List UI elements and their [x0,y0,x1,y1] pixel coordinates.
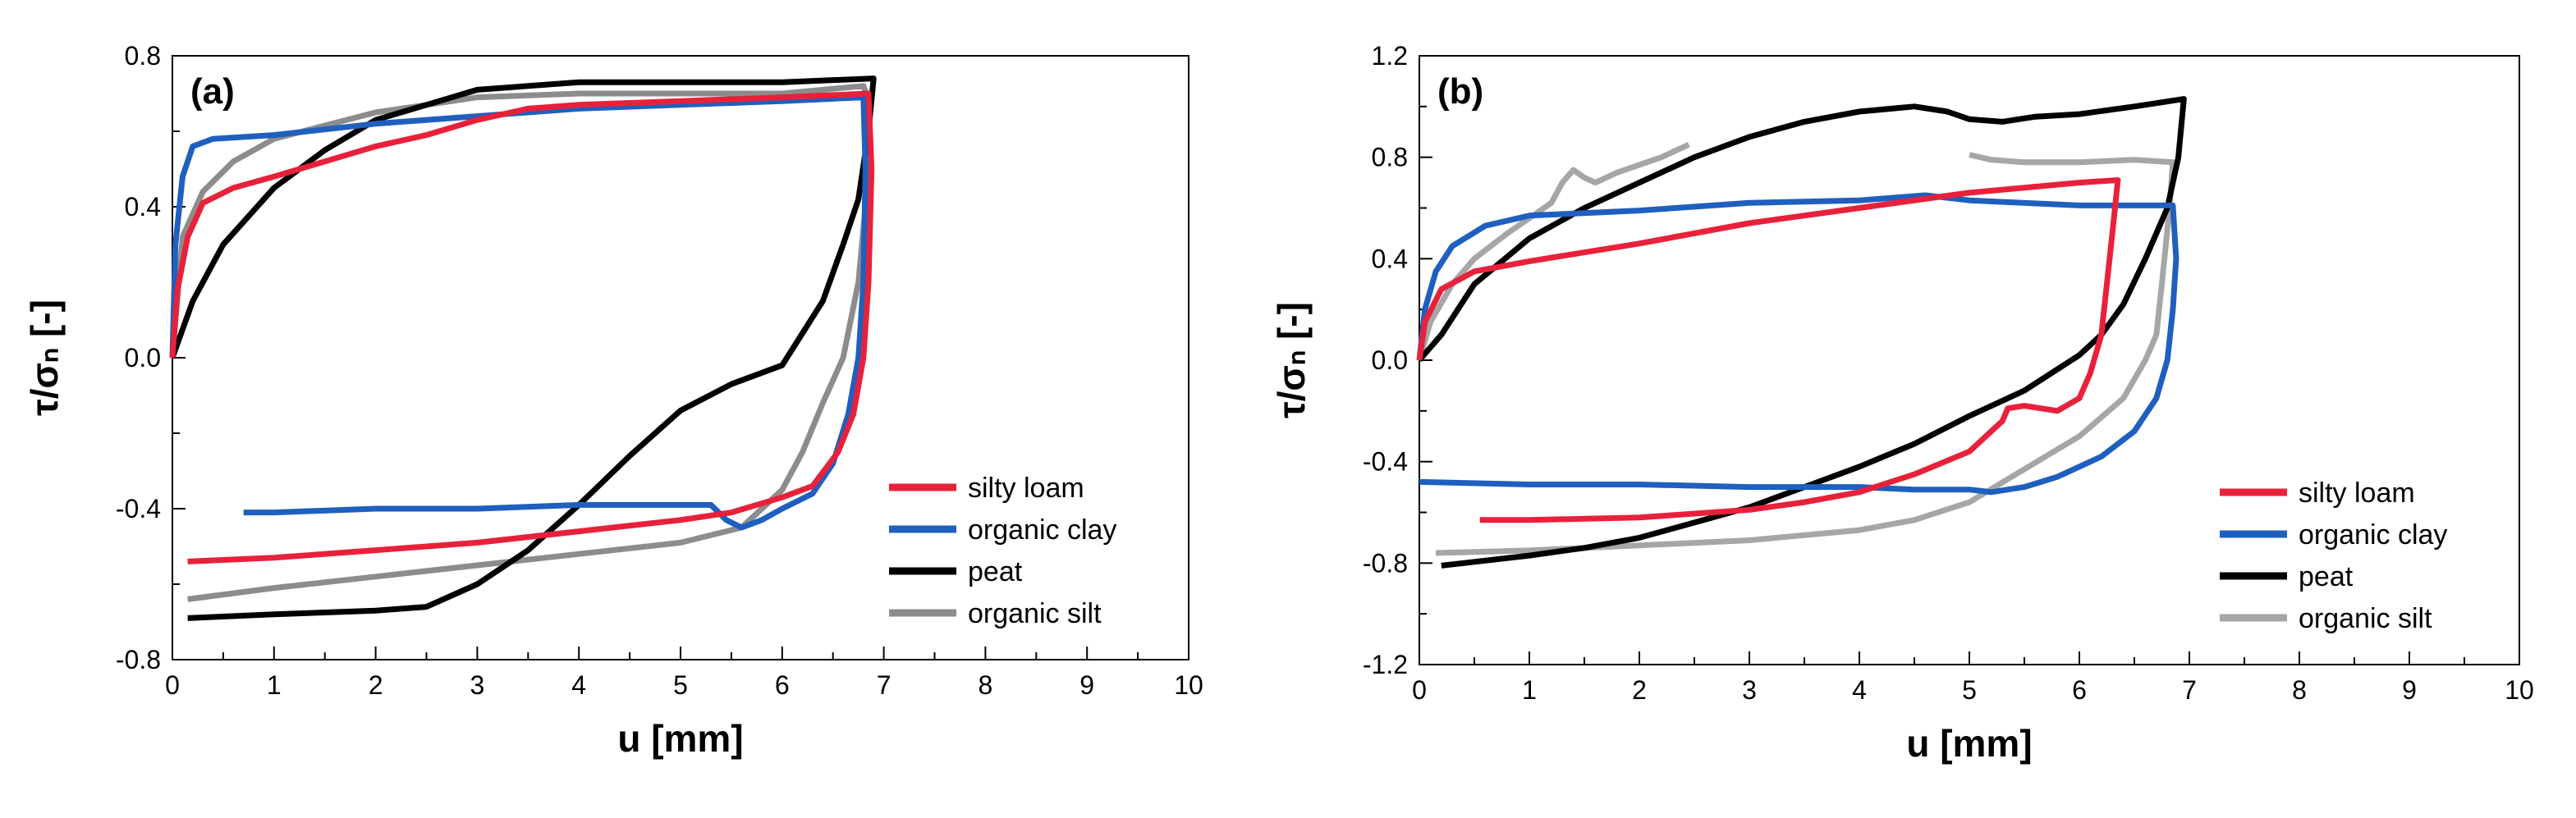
series-group-a [169,75,877,621]
tick-marks-a [172,55,1189,660]
x-tick-label: 0 [165,670,180,700]
legend-label: organic clay [2299,519,2447,551]
panel-label-b: (b) [1437,71,1483,112]
legend-a: silty loam organic clay peat organic silt [889,473,1116,629]
series-line-organic-silt [1436,152,2176,556]
x-tick-label: 3 [470,670,485,700]
x-tick-labels-b: 0 1 2 3 4 5 6 7 8 9 10 [1412,675,2534,705]
x-tick-label: 1 [1522,675,1537,705]
series-line-peat [169,75,877,621]
y-tick-label: 0.0 [1372,345,1408,375]
plot-area-a [172,55,1189,660]
chart-panel-a: (a) 0 1 2 3 4 5 6 7 8 9 10 -0.8 -0.4 0.0 0.4 0.8 u [mm… [23,41,1203,760]
legend-b: silty loam organic clay peat organic silt [2220,478,2447,634]
x-tick-label: 8 [2292,675,2307,705]
panel-label-a: (a) [190,71,235,112]
legend-label: organic clay [968,514,1116,546]
series-line-organic-clay [1416,192,2180,496]
y-tick-label: 0.4 [125,192,161,222]
x-tick-label: 4 [1852,675,1867,705]
series-line-organic-silt [1416,142,1690,361]
x-tick-label: 7 [877,670,892,700]
y-axis-title-b: τ/σₙ [-] [1270,302,1313,418]
x-tick-label: 5 [1962,675,1977,705]
legend-label: organic silt [2299,603,2432,634]
x-tick-label: 5 [673,670,688,700]
x-tick-label: 1 [267,670,282,700]
legend-label: organic silt [968,598,1102,629]
y-tick-labels-b: -1.2 -0.8 -0.4 0.0 0.4 0.8 1.2 [1363,41,1408,679]
chart-panel-b: (b) 0 1 2 3 4 5 6 7 8 9 10 -1.2 -0.8 -0.4 0.0 0.4 0.8 1.… [1270,41,2534,765]
y-tick-labels-a: -0.8 -0.4 0.0 0.4 0.8 [116,41,161,674]
y-axis-title-a: τ/σₙ [-] [23,299,66,416]
x-tick-label: 9 [1079,670,1094,700]
y-tick-label: 1.2 [1372,41,1408,71]
x-tick-label: 8 [979,670,993,700]
legend-label: silty loam [2299,478,2415,509]
y-tick-label: -0.8 [116,645,161,674]
series-line-peat [1417,96,2187,569]
x-tick-label: 6 [2072,675,2087,705]
legend-label: peat [968,556,1023,587]
x-tick-label: 2 [1632,675,1647,705]
y-tick-label: 0.8 [125,41,161,71]
x-tick-label: 3 [1742,675,1757,705]
x-tick-label: 7 [2182,675,2197,705]
y-tick-label: 0.4 [1372,244,1408,273]
x-axis-title-b: u [mm] [1906,722,2032,765]
y-tick-label: 0.0 [125,343,161,372]
legend-label: peat [2299,561,2354,592]
y-tick-label: -0.4 [116,494,161,523]
y-tick-label: 0.8 [1372,143,1408,172]
x-axis-title-a: u [mm] [617,717,743,760]
y-tick-label: -1.2 [1363,650,1408,679]
x-tick-labels-a: 0 1 2 3 4 5 6 7 8 9 10 [165,670,1203,700]
y-tick-label: -0.8 [1363,548,1408,578]
x-tick-label: 6 [775,670,790,700]
x-tick-label: 10 [1174,670,1203,700]
tick-marks-b [1419,55,2520,665]
series-line-organic-clay [169,94,869,531]
series-line-silty-loam [1416,177,2121,523]
x-tick-label: 0 [1412,675,1427,705]
y-tick-label: -0.4 [1363,447,1408,477]
x-tick-label: 2 [369,670,383,700]
x-tick-label: 9 [2402,675,2417,705]
series-line-silty-loam [169,90,875,564]
x-tick-label: 4 [571,670,586,700]
plot-area-b [1419,55,2520,665]
legend-label: silty loam [968,473,1084,504]
x-tick-label: 10 [2505,675,2534,705]
series-group-b [1416,96,2187,569]
